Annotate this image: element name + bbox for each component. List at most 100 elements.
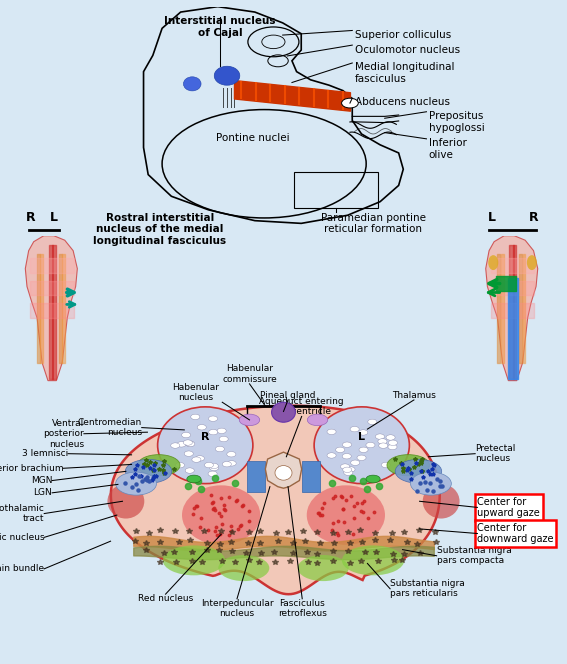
Ellipse shape: [219, 436, 228, 442]
Ellipse shape: [171, 443, 180, 448]
Ellipse shape: [366, 442, 375, 448]
Ellipse shape: [341, 464, 350, 469]
Text: Prepositus
hypoglossi: Prepositus hypoglossi: [429, 111, 485, 133]
Ellipse shape: [359, 430, 368, 435]
Text: L: L: [358, 432, 365, 442]
Text: Subthalamic nucleus: Subthalamic nucleus: [0, 533, 44, 542]
Ellipse shape: [411, 472, 451, 495]
Text: Center for
downward gaze: Center for downward gaze: [477, 523, 554, 544]
Text: Aqueduct entering
3rd ventricle: Aqueduct entering 3rd ventricle: [259, 397, 344, 416]
Ellipse shape: [423, 484, 459, 519]
Text: Substantia nigra
pars compacta: Substantia nigra pars compacta: [437, 546, 511, 566]
Text: Red nucleus: Red nucleus: [138, 594, 193, 603]
Ellipse shape: [366, 475, 380, 483]
Text: Superior colliculus: Superior colliculus: [354, 30, 451, 40]
Text: LGN: LGN: [33, 488, 52, 497]
Ellipse shape: [388, 444, 397, 450]
Ellipse shape: [327, 429, 336, 434]
Text: Pontine nuclei: Pontine nuclei: [215, 133, 289, 143]
Text: Inferior brachium: Inferior brachium: [0, 463, 64, 473]
Ellipse shape: [327, 453, 336, 458]
Text: Thalamus: Thalamus: [392, 391, 436, 400]
Ellipse shape: [186, 442, 195, 447]
Ellipse shape: [395, 459, 442, 483]
Text: Fasciculus
retroflexus: Fasciculus retroflexus: [278, 599, 327, 618]
Text: L: L: [50, 210, 58, 224]
Ellipse shape: [342, 442, 352, 448]
Ellipse shape: [215, 446, 225, 452]
Text: Medial forebrain bundle: Medial forebrain bundle: [0, 564, 44, 573]
Ellipse shape: [209, 463, 218, 469]
Polygon shape: [26, 236, 77, 380]
Text: Paramedian pontine
reticular formation: Paramedian pontine reticular formation: [320, 212, 426, 234]
Text: L: L: [488, 210, 496, 224]
Ellipse shape: [336, 447, 345, 452]
Text: Habenular
nucleus: Habenular nucleus: [172, 383, 219, 402]
Ellipse shape: [210, 465, 219, 471]
Polygon shape: [247, 461, 265, 492]
Text: Center for
upward gaze: Center for upward gaze: [477, 497, 540, 518]
Text: Pineal gland: Pineal gland: [260, 391, 316, 400]
Ellipse shape: [107, 484, 144, 519]
Ellipse shape: [307, 485, 385, 545]
Text: Substantia nigra
pars reticularis: Substantia nigra pars reticularis: [390, 579, 465, 598]
Ellipse shape: [183, 440, 192, 446]
Ellipse shape: [214, 66, 240, 85]
Ellipse shape: [359, 447, 368, 452]
Ellipse shape: [185, 441, 194, 446]
Text: 3 lemnisci: 3 lemnisci: [22, 449, 68, 458]
Ellipse shape: [379, 443, 388, 448]
Ellipse shape: [209, 430, 218, 435]
Ellipse shape: [181, 432, 191, 438]
Text: Centromedian
nucleus: Centromedian nucleus: [78, 418, 142, 438]
Ellipse shape: [382, 462, 391, 467]
Text: R: R: [529, 210, 538, 224]
Polygon shape: [265, 452, 302, 488]
Polygon shape: [302, 461, 320, 492]
Ellipse shape: [227, 461, 236, 466]
Ellipse shape: [350, 426, 359, 432]
Text: Ventral
posterior
nucleus: Ventral posterior nucleus: [43, 419, 84, 449]
Ellipse shape: [116, 472, 156, 495]
Ellipse shape: [125, 459, 172, 483]
Ellipse shape: [184, 451, 193, 456]
Ellipse shape: [342, 545, 404, 575]
Ellipse shape: [272, 402, 295, 422]
Ellipse shape: [307, 414, 328, 426]
Polygon shape: [486, 236, 538, 380]
Ellipse shape: [209, 416, 218, 422]
Ellipse shape: [527, 255, 537, 270]
Ellipse shape: [191, 414, 200, 420]
Ellipse shape: [386, 435, 395, 440]
Ellipse shape: [488, 255, 498, 270]
Ellipse shape: [185, 468, 194, 473]
Text: Medial longitudinal
fasciculus: Medial longitudinal fasciculus: [354, 62, 454, 84]
Ellipse shape: [218, 555, 269, 581]
Ellipse shape: [342, 454, 352, 459]
Text: Dentatothalamic
tract: Dentatothalamic tract: [0, 504, 44, 523]
Ellipse shape: [378, 439, 387, 444]
Text: Pretectal
nucleus: Pretectal nucleus: [475, 444, 515, 463]
Ellipse shape: [368, 419, 377, 424]
Ellipse shape: [175, 463, 184, 468]
Ellipse shape: [208, 471, 217, 477]
Text: R: R: [27, 210, 36, 224]
Ellipse shape: [138, 455, 180, 475]
Ellipse shape: [195, 456, 204, 461]
Circle shape: [341, 98, 358, 108]
Ellipse shape: [182, 485, 260, 545]
Ellipse shape: [388, 440, 397, 446]
Text: Abducens nucleus: Abducens nucleus: [354, 98, 450, 108]
Text: Interstitial nucleus
of Cajal: Interstitial nucleus of Cajal: [164, 16, 276, 38]
Ellipse shape: [357, 455, 366, 460]
Ellipse shape: [158, 407, 253, 483]
Ellipse shape: [222, 461, 231, 467]
Ellipse shape: [375, 434, 384, 440]
Text: R: R: [201, 432, 209, 442]
Text: Interpeduncular
nucleus: Interpeduncular nucleus: [201, 599, 273, 618]
Ellipse shape: [187, 475, 201, 483]
Ellipse shape: [239, 414, 260, 426]
Ellipse shape: [350, 460, 359, 465]
Ellipse shape: [344, 470, 353, 475]
Text: Oculomotor nucleus: Oculomotor nucleus: [354, 44, 460, 54]
